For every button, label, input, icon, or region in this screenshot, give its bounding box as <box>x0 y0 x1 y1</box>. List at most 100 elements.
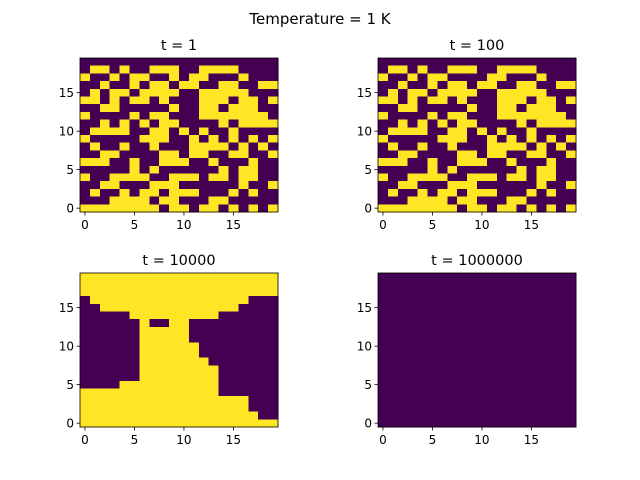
heatmap-cell <box>536 73 547 82</box>
heatmap-cell <box>516 273 527 282</box>
heatmap-cell <box>228 58 239 67</box>
heatmap-cell <box>546 196 557 205</box>
heatmap-cell <box>159 158 170 167</box>
heatmap-cell <box>129 373 140 382</box>
heatmap-cell <box>397 280 409 289</box>
heatmap-cell <box>109 342 120 351</box>
heatmap-cell <box>536 173 547 182</box>
heatmap-cell <box>159 350 170 359</box>
heatmap-cell <box>526 142 537 151</box>
heatmap-cell <box>467 104 478 113</box>
heatmap-cell <box>427 411 438 420</box>
heatmap-cell <box>506 73 517 82</box>
heatmap-cell <box>477 135 488 144</box>
heatmap-cell <box>536 165 547 174</box>
heatmap-cell <box>238 96 249 105</box>
heatmap-cell <box>129 296 140 305</box>
heatmap-cell <box>188 273 200 282</box>
heatmap-cell <box>516 204 527 213</box>
heatmap-cell <box>198 104 210 113</box>
heatmap-cell <box>486 188 498 197</box>
heatmap-cell <box>80 173 91 182</box>
heatmap-cell <box>536 188 547 197</box>
heatmap-cell <box>496 204 508 213</box>
heatmap-cell <box>89 365 101 374</box>
heatmap-cell <box>218 388 229 397</box>
heatmap-cell <box>188 188 200 197</box>
heatmap-cell <box>506 150 517 159</box>
heatmap-cell <box>119 73 130 82</box>
heatmap-cell <box>378 204 389 213</box>
heatmap-cell <box>248 196 259 205</box>
heatmap-cell <box>258 188 269 197</box>
heatmap-cell <box>228 411 239 420</box>
heatmap-cell <box>457 119 468 128</box>
heatmap-cell <box>417 81 428 90</box>
heatmap-cell <box>457 419 468 428</box>
heatmap-cell <box>526 96 537 105</box>
heatmap-cell <box>486 326 498 335</box>
heatmap-cell <box>268 288 279 297</box>
heatmap-cell <box>447 280 458 289</box>
heatmap-cell <box>566 303 577 312</box>
heatmap-cell <box>486 388 498 397</box>
heatmap-cell <box>378 73 389 82</box>
heatmap-cell <box>467 127 478 136</box>
heatmap-cell <box>566 357 577 366</box>
heatmap-cell <box>109 419 120 428</box>
heatmap-cell <box>407 73 418 82</box>
heatmap-cell <box>268 350 279 359</box>
heatmap-cell <box>238 311 249 320</box>
heatmap-cell <box>477 188 488 197</box>
heatmap-cell <box>447 204 458 213</box>
heatmap-cell <box>99 96 111 105</box>
heatmap-cell <box>80 411 91 420</box>
heatmap-cell <box>566 88 577 97</box>
heatmap-cell <box>258 81 269 90</box>
heatmap-cell <box>248 88 259 97</box>
heatmap-cell <box>556 365 567 374</box>
heatmap-cell <box>556 419 567 428</box>
heatmap-cell <box>506 350 517 359</box>
heatmap-cell <box>228 311 239 320</box>
heatmap-cell <box>139 303 150 312</box>
heatmap-cell <box>159 334 170 343</box>
heatmap-cell <box>526 104 537 113</box>
heatmap-cell <box>208 288 219 297</box>
heatmap-cell <box>188 319 200 328</box>
heatmap-cell <box>238 350 249 359</box>
heatmap-cell <box>496 342 508 351</box>
heatmap-cell <box>149 380 160 389</box>
x-tick-label: 0 <box>81 218 89 232</box>
heatmap-cell <box>536 150 547 159</box>
panel-title: t = 10000 <box>142 253 215 269</box>
heatmap-cell <box>238 119 249 128</box>
heatmap-cell <box>516 319 527 328</box>
heatmap-cell <box>477 150 488 159</box>
heatmap-cell <box>238 288 249 297</box>
heatmap-cell <box>496 142 508 151</box>
heatmap-cell <box>238 411 249 420</box>
heatmap-cell <box>188 58 200 67</box>
heatmap-cell <box>387 81 399 90</box>
heatmap-cell <box>169 411 180 420</box>
heatmap-cell <box>129 342 140 351</box>
heatmap-cell <box>536 411 547 420</box>
heatmap-cell <box>119 373 130 382</box>
heatmap-cell <box>179 357 190 366</box>
heatmap-cell <box>208 181 219 190</box>
heatmap-cell <box>536 280 547 289</box>
y-tick-label: 15 <box>357 86 372 100</box>
heatmap-cell <box>119 326 130 335</box>
heatmap-cell <box>109 280 120 289</box>
heatmap-cell <box>248 165 259 174</box>
heatmap-cell <box>109 96 120 105</box>
heatmap-cell <box>238 342 249 351</box>
heatmap-cell <box>149 296 160 305</box>
heatmap-cell <box>526 173 537 182</box>
x-tick-label: 10 <box>474 218 489 232</box>
heatmap-cell <box>447 188 458 197</box>
heatmap-cell <box>506 204 517 213</box>
heatmap-cell <box>169 165 180 174</box>
